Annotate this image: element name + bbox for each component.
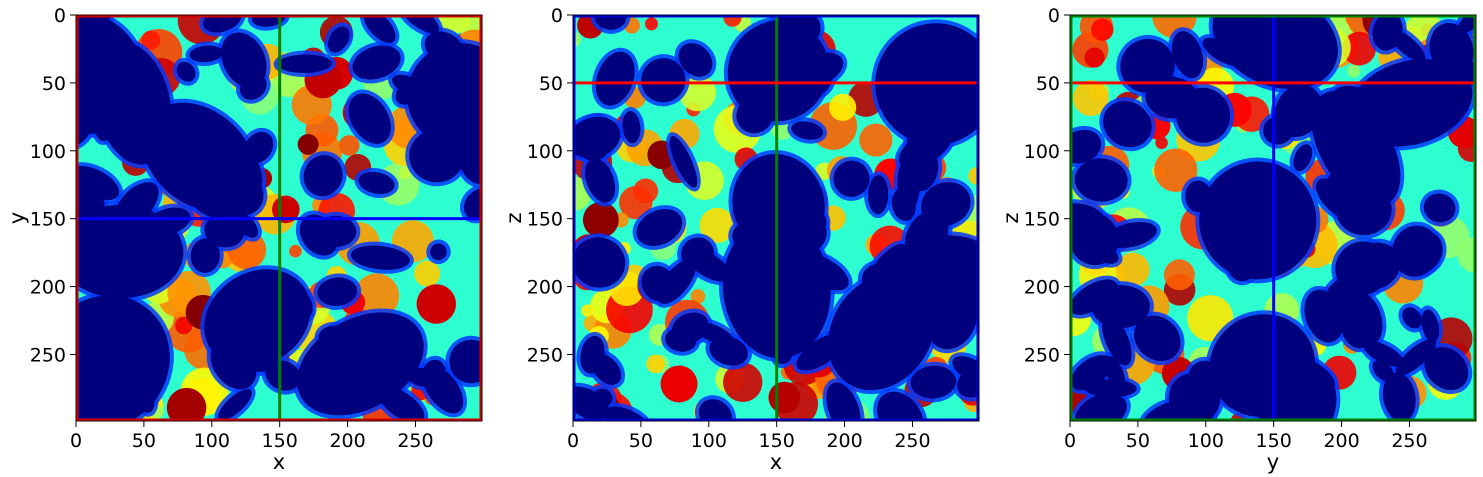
x-tick-label-2-2: 100	[691, 430, 727, 452]
x-tick-label-2-5: 250	[894, 430, 930, 452]
x-tick-label-1-0: 0	[70, 430, 82, 452]
x-tick-label-3-0: 0	[1064, 430, 1076, 452]
y-tick-label-1-2: 100	[30, 141, 66, 163]
y-tick-label-1-4: 200	[30, 277, 66, 299]
x-tick-label-2-1: 50	[629, 430, 653, 452]
heatmap-image-3	[1070, 15, 1476, 421]
x-tick-label-2-3: 150	[759, 430, 795, 452]
x-tick-label-3-2: 100	[1188, 430, 1224, 452]
y-tick-label-3-4: 200	[1024, 277, 1060, 299]
x-tick-label-1-5: 250	[397, 430, 433, 452]
x-tick-label-1-3: 150	[262, 430, 298, 452]
y-axis-label-3: z	[999, 212, 1023, 223]
panel-1: 0 50 100 150 200 250 0 50 100 150 200 250 x y	[5, 5, 483, 474]
panel-frame-1	[75, 14, 483, 422]
y-tick-label-2-0: 0	[551, 5, 563, 27]
x-axis-label-2: x	[770, 450, 782, 474]
y-axis-label-1: y	[5, 212, 29, 224]
x-tick-label-3-4: 200	[1323, 430, 1359, 452]
y-tick-label-1-5: 250	[30, 344, 66, 366]
x-tick-label-1-4: 200	[329, 430, 365, 452]
y-tick-label-2-5: 250	[527, 344, 563, 366]
y-tick-label-2-2: 100	[527, 141, 563, 163]
x-tick-label-3-5: 250	[1391, 430, 1427, 452]
y-tick-label-1-3: 150	[30, 209, 66, 231]
y-axis-label-2: z	[502, 212, 526, 223]
x-tick-label-1-1: 50	[132, 430, 156, 452]
x-tick-label-1-2: 100	[194, 430, 230, 452]
y-tick-label-3-5: 250	[1024, 344, 1060, 366]
y-tick-label-1-0: 0	[54, 5, 66, 27]
y-tick-label-2-3: 150	[527, 209, 563, 231]
panel-2: 0 50 100 150 200 250 0 50 100 150 200 250 x z	[502, 5, 980, 474]
panel-frame-3	[1069, 14, 1477, 422]
heatmap-image-1	[76, 15, 482, 421]
y-tick-label-1-1: 50	[42, 73, 66, 95]
y-tick-label-3-3: 150	[1024, 209, 1060, 231]
y-tick-label-3-1: 50	[1036, 73, 1060, 95]
x-tick-label-2-0: 0	[567, 430, 579, 452]
x-axis-label-1: x	[273, 450, 285, 474]
y-tick-label-3-2: 100	[1024, 141, 1060, 163]
y-tick-label-3-0: 0	[1048, 5, 1060, 27]
y-tick-label-2-4: 200	[527, 277, 563, 299]
x-axis-label-3: y	[1267, 450, 1279, 474]
panel-3: 0 50 100 150 200 250 0 50 100 150 200 250 y z	[999, 5, 1477, 474]
panel-frame-2	[572, 14, 980, 422]
x-tick-label-2-4: 200	[826, 430, 862, 452]
heatmap-image-2	[573, 15, 979, 421]
y-tick-label-2-1: 50	[539, 73, 563, 95]
x-tick-label-3-1: 50	[1126, 430, 1150, 452]
x-tick-label-3-3: 150	[1256, 430, 1292, 452]
